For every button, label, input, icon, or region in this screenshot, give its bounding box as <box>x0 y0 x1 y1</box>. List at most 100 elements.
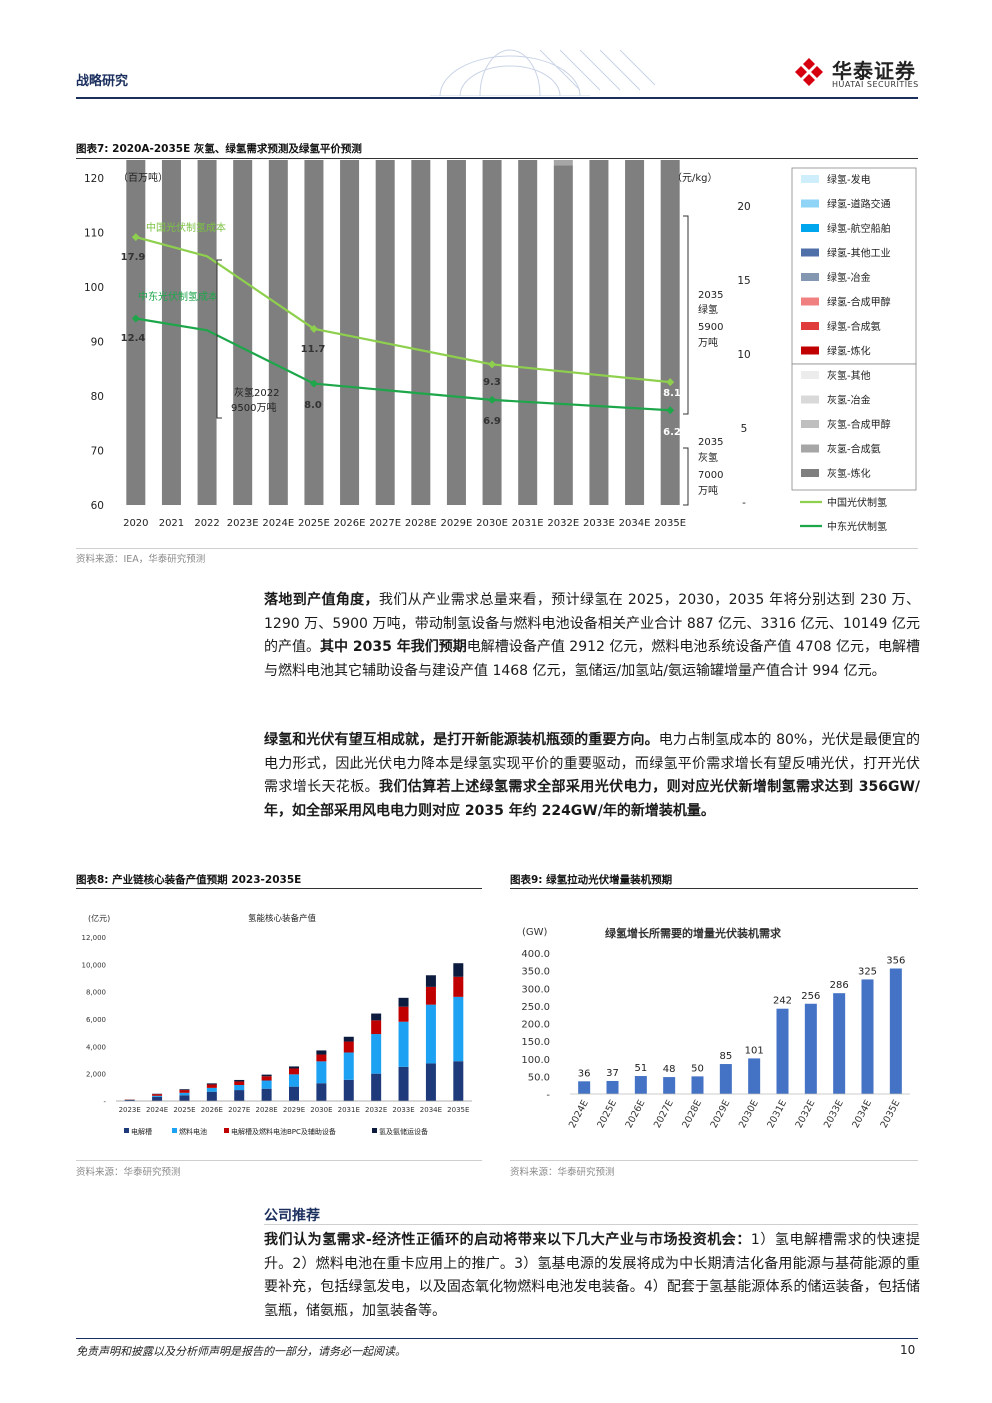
fig9-data-label: 48 <box>663 1064 676 1075</box>
fig7-cost-point <box>309 324 318 333</box>
fig8-bar-segment <box>152 1096 163 1101</box>
fig7-xtick: 2031E <box>512 518 544 529</box>
green2035-label-4: 万吨 <box>698 336 718 349</box>
fig7-legend-label: 中东光伏制氢 <box>827 520 887 533</box>
fig9-ytick: 100.0 <box>521 1055 550 1066</box>
fig9-bar <box>776 1008 789 1094</box>
fig8-title-rule <box>76 888 482 889</box>
fig7-xtick: 2027E <box>369 518 401 529</box>
fig8-bar-segment <box>425 975 436 987</box>
fig7-xtick: 2026E <box>334 518 366 529</box>
fig8-xtick: 2035E <box>447 1106 469 1114</box>
fig8-bar-segment <box>289 1066 299 1069</box>
fig8-bar-segment <box>316 1050 327 1055</box>
fig8-bar-segment <box>124 1099 135 1101</box>
fig9-xtick: 2027E <box>652 1098 676 1130</box>
fig9-xtick: 2030E <box>737 1098 761 1130</box>
fig9-data-label: 36 <box>578 1068 591 1079</box>
fig9-xtick: 2034E <box>850 1098 874 1130</box>
fig8-bar-segment <box>398 1021 409 1067</box>
fig9-data-label: 325 <box>858 966 877 977</box>
fig9-data-label: 85 <box>719 1051 732 1062</box>
fig7-y2tick: 15 <box>737 275 750 287</box>
fig9-bar <box>861 979 874 1094</box>
fig9-ytick: 150.0 <box>521 1037 550 1048</box>
fig7-ytick: 100 <box>84 282 104 294</box>
fig7-legend-swatch <box>801 273 819 281</box>
fig7-xtick: 2035E <box>654 518 686 529</box>
fig9-data-label: 256 <box>801 991 820 1002</box>
fig9-bar <box>578 1081 591 1094</box>
fig7-bar-segment <box>446 160 466 505</box>
me-cost-label: 中东光伏制氢成本 <box>138 290 218 303</box>
fig8-xtick: 2026E <box>201 1106 223 1114</box>
fig8-chart-title: 氢能核心装备产值 <box>248 913 317 924</box>
fig8-bar-segment <box>371 1013 382 1021</box>
fig7-legend-swatch <box>801 297 819 306</box>
fig7-point-label: 6.2 <box>663 427 681 438</box>
fig9-ytick: 200.0 <box>521 1020 550 1031</box>
fig7-legend-label: 绿氢-冶金 <box>827 271 871 284</box>
fig7-legend-label: 灰氢-其他 <box>827 369 871 382</box>
fig7-source-rule <box>76 548 918 549</box>
fig8-bar-segment <box>261 1080 272 1089</box>
fig8-legend-label: 燃料电池 <box>179 1127 207 1136</box>
fig8-legend-swatch <box>224 1128 229 1133</box>
fig7-ytick: 70 <box>91 446 104 458</box>
header-section-title: 战略研究 <box>76 74 129 89</box>
fig9-source: 资料来源：华泰研究预测 <box>510 1167 615 1178</box>
fig7-xtick: 2028E <box>405 518 437 529</box>
fig8-source: 资料来源：华泰研究预测 <box>76 1167 181 1178</box>
right-unit-label: （元/kg） <box>672 172 718 184</box>
fig8-unit: (亿元) <box>88 913 110 923</box>
paragraph-value: 落地到产值角度，我们从产业需求总量来看，预计绿氢在 2025，2030，2035… <box>264 589 920 683</box>
p1-lead: 落地到产值角度， <box>264 592 379 608</box>
fig7-xtick: 2025E <box>298 518 330 529</box>
fig7-legend-swatch <box>801 322 819 330</box>
fig7-cost-point <box>666 406 675 415</box>
fig8-legend-swatch <box>372 1128 377 1133</box>
fig9-bar <box>691 1076 704 1094</box>
fig9-xtick: 2029E <box>709 1098 733 1130</box>
fig8-ytick: 8,000 <box>86 989 106 997</box>
green2035-label-1: 2035 <box>698 290 723 301</box>
p1-text2: 电解槽设备产值 2912 亿元，燃料电池系统设备产值 4708 亿元，电解槽与燃… <box>264 639 921 679</box>
fig7-ytick: 60 <box>91 500 104 512</box>
fig9-data-label: 50 <box>691 1063 704 1074</box>
p2-text: 电力占制氢成本的 80%，光伏是最便宜的电力形式，因此光伏电力降本是绿氢实现平价… <box>264 732 920 796</box>
fig7-cost-point <box>131 314 140 323</box>
fig7-point-label: 6.9 <box>483 416 501 427</box>
green2035-label-3: 5900 <box>698 322 723 333</box>
fig7-ytick: 120 <box>84 173 104 185</box>
fig7-cost-point <box>131 233 140 242</box>
p1-text: 我们从产业需求总量来看，预计绿氢在 2025，2030，2035 年将分别达到 … <box>264 592 920 656</box>
fig8-title: 图表8: 产业链核心装备产值预期 2023-2035E <box>76 874 302 886</box>
fig8-ytick: 6,000 <box>86 1016 106 1024</box>
gray2035-label-4: 万吨 <box>698 484 718 497</box>
section-rule <box>264 1224 918 1225</box>
fig8-bar-segment <box>316 1083 327 1101</box>
fig8-bar-segment <box>343 1041 354 1053</box>
fig7-xtick: 2032E <box>547 518 579 529</box>
fig8-xtick: 2034E <box>420 1106 442 1114</box>
fig8-xtick: 2030E <box>310 1106 332 1114</box>
fig7-bar-segment <box>268 160 288 505</box>
fig7-bar-segment <box>625 160 645 505</box>
fig7-legend-swatch <box>801 420 819 428</box>
p1-bold2: 其中 2035 年我们预期 <box>320 639 467 656</box>
fig9-bar <box>606 1080 619 1094</box>
header-decoration <box>430 49 656 96</box>
fig9-xtick: 2026E <box>624 1098 648 1130</box>
fig8-chart: 氢能核心装备产值 (亿元) - 2,000 4,000 6,000 8,000 10,00… <box>82 913 472 1136</box>
fig7-bar-segment <box>482 160 502 505</box>
fig8-bar-segment <box>371 1073 382 1101</box>
fig9-bar <box>889 968 902 1094</box>
fig8-bar-segment <box>206 1083 217 1085</box>
fig9-xtick: 2031E <box>765 1098 789 1130</box>
fig7-y2tick: - <box>742 497 746 509</box>
green2035-label-2: 绿氢 <box>698 303 718 316</box>
fig7-legend-label: 灰氢-炼化 <box>827 467 871 480</box>
p2-lead: 绿氢和光伏有望互相成就，是打开新能源装机瓶颈的重要方向。 <box>264 732 659 748</box>
fig9-ytick: 250.0 <box>521 1002 550 1013</box>
fig7-legend-swatch <box>801 444 819 453</box>
